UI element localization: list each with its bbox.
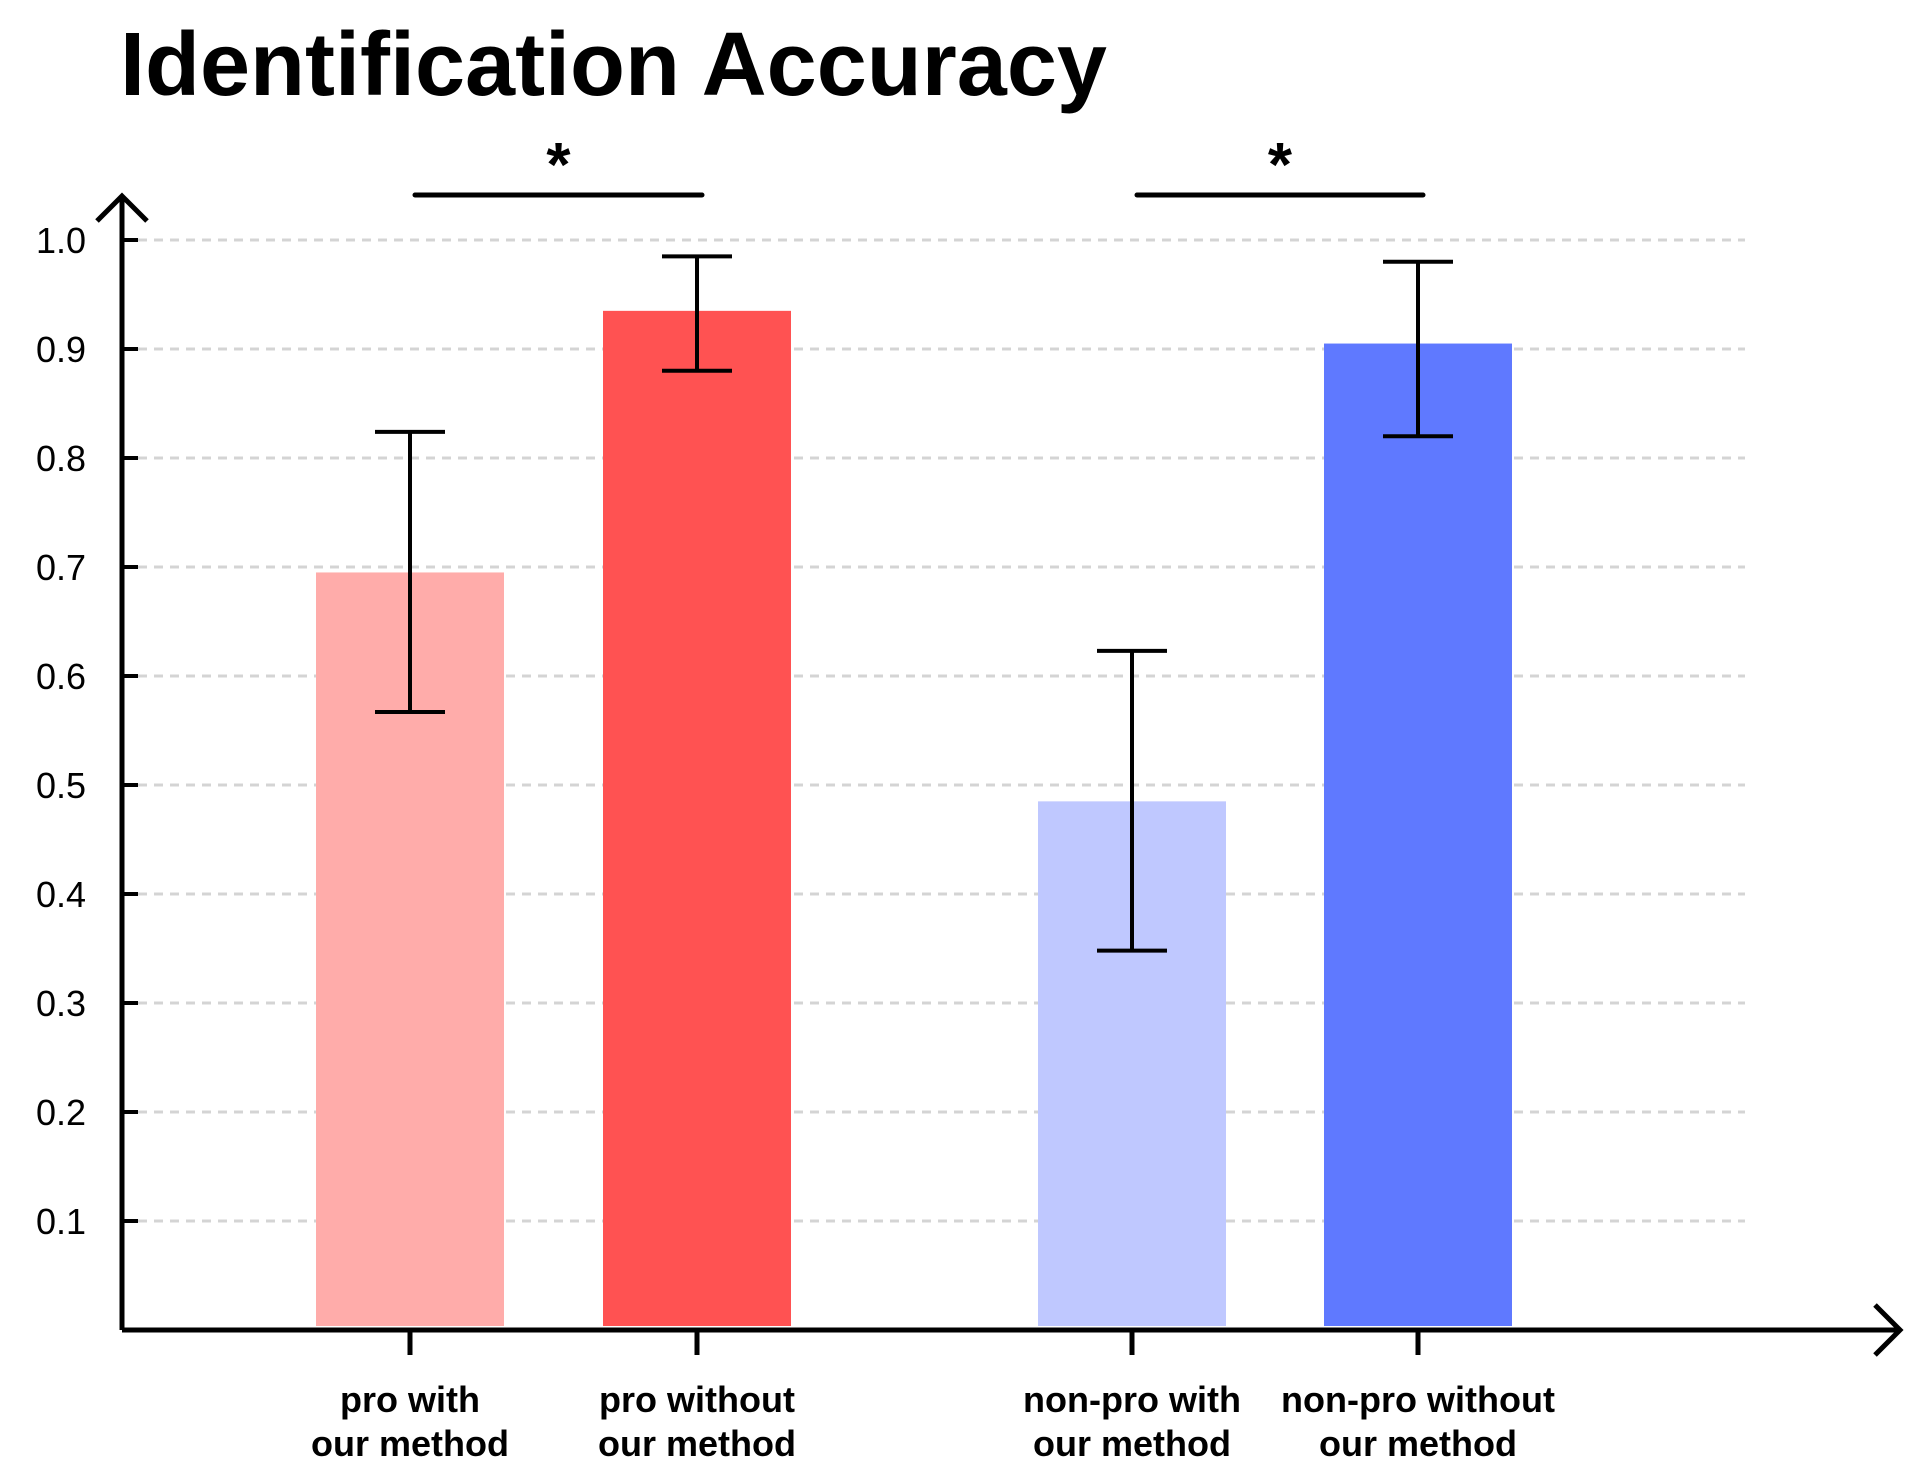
x-category-label: non-pro without <box>1281 1379 1555 1420</box>
y-axis-arrow <box>95 192 149 223</box>
y-tick-label: 0.6 <box>36 656 86 697</box>
x-axis-arrow <box>1873 1303 1904 1357</box>
y-tick-label: 0.3 <box>36 983 86 1024</box>
chart-title: Identification Accuracy <box>120 15 1107 115</box>
error-bars <box>375 254 1453 953</box>
significance-markers: * * <box>412 131 1426 200</box>
y-tick-label: 0.8 <box>36 438 86 479</box>
x-category-label: non-pro with <box>1023 1379 1241 1420</box>
x-category-label: our method <box>1033 1423 1231 1464</box>
bar <box>1324 343 1512 1326</box>
x-category-label: pro with <box>340 1379 480 1420</box>
y-tick-label: 0.4 <box>36 874 86 915</box>
x-category-label: our method <box>311 1423 509 1464</box>
y-tick-label: 0.9 <box>36 329 86 370</box>
x-category-label: pro without <box>599 1379 795 1420</box>
x-category-label: our method <box>1319 1423 1517 1464</box>
bar <box>603 310 791 1327</box>
x-category-label: our method <box>598 1423 796 1464</box>
y-tick-label: 0.1 <box>36 1201 86 1242</box>
significance-star: * <box>546 131 571 200</box>
y-tick-label: 1.0 <box>36 220 86 261</box>
y-tick-label: 0.2 <box>36 1092 86 1133</box>
y-tick-label: 0.5 <box>36 765 86 806</box>
axes <box>95 192 1904 1357</box>
y-tick-label: 0.7 <box>36 547 86 588</box>
significance-star: * <box>1268 131 1293 200</box>
bars <box>316 310 1512 1327</box>
